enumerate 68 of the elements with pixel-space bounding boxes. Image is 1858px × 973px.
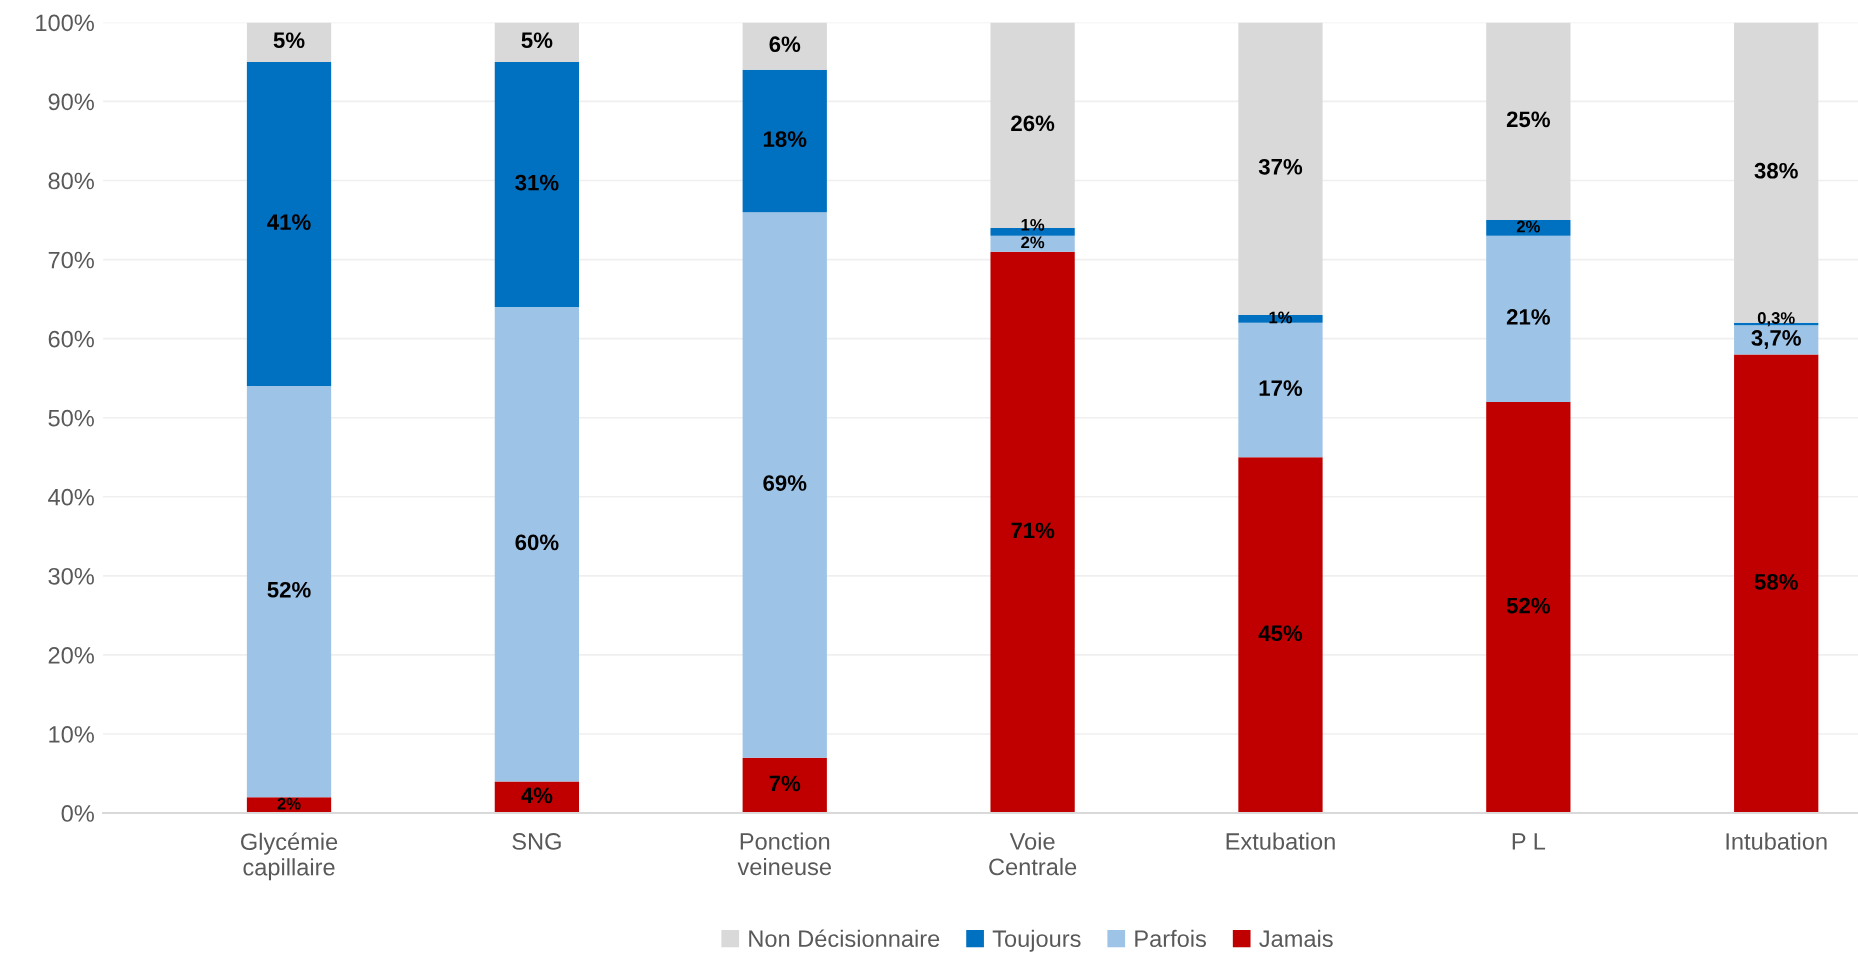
data-label: 38%	[1754, 162, 1798, 179]
bar	[246, 22, 332, 62]
y-tick-label: 100%	[36, 14, 94, 32]
data-label: 4%	[521, 787, 553, 804]
legend-label: Toujours	[992, 929, 1081, 952]
data-label: 31%	[515, 174, 559, 191]
x-tick-label: Voie Centrale	[989, 832, 1077, 876]
y-tick-label: 40%	[48, 488, 94, 506]
y-tick-label: 10%	[49, 726, 94, 743]
bar	[990, 235, 1075, 252]
data-label: 25%	[1506, 111, 1550, 128]
x-tick-label: Intubation	[1726, 832, 1827, 850]
bar	[742, 212, 827, 758]
data-label: 7%	[769, 775, 801, 792]
data-label: 2%	[1516, 220, 1540, 233]
bar	[742, 22, 827, 70]
bar	[1486, 235, 1571, 402]
bar	[246, 61, 332, 387]
data-label: 17%	[1259, 380, 1303, 396]
y-tick-label: 80%	[48, 172, 94, 190]
data-label: 2%	[277, 797, 301, 810]
y-tick-label: 70%	[48, 251, 94, 269]
bar	[742, 757, 827, 814]
y-tick-label: 20%	[48, 646, 94, 664]
bar	[742, 69, 827, 213]
data-label: 41%	[267, 214, 311, 230]
y-tick-label: 50%	[48, 409, 94, 427]
legend-label: Parfois	[1135, 929, 1206, 948]
bar	[1486, 401, 1571, 814]
bar	[990, 251, 1075, 814]
data-label: 71%	[1011, 522, 1055, 539]
bar	[494, 781, 580, 814]
data-label: 3,7%	[1751, 330, 1801, 350]
data-label: 37%	[1258, 158, 1303, 175]
y-tick-label: 0%	[61, 805, 94, 822]
data-label: 5%	[521, 32, 553, 49]
bar	[494, 307, 580, 782]
data-label: 45%	[1258, 625, 1303, 642]
bar	[1486, 220, 1571, 236]
data-label: 2%	[1021, 236, 1045, 249]
legend-label: Non Décisionnaire	[749, 929, 940, 948]
data-label: 60%	[515, 534, 559, 551]
y-tick-label: 60%	[48, 330, 94, 348]
x-tick-label: P L	[1512, 833, 1546, 850]
y-tick-label: 30%	[48, 567, 94, 585]
data-label: 21%	[1506, 309, 1550, 325]
legend-label: Jamais	[1259, 929, 1333, 948]
data-label: 52%	[1506, 597, 1550, 614]
data-label: 69%	[763, 475, 807, 491]
bar	[1238, 457, 1323, 814]
x-tick-label: Glycémie capillaire	[241, 832, 338, 881]
data-label: 26%	[1011, 115, 1055, 132]
bar	[1734, 354, 1819, 814]
data-label: 58%	[1754, 573, 1798, 590]
bar	[494, 61, 580, 308]
x-tick-label: Extubation	[1226, 832, 1335, 850]
bar	[1486, 22, 1571, 221]
bar	[494, 22, 580, 62]
y-tick-label: 90%	[48, 93, 94, 111]
data-label: 18%	[763, 131, 807, 147]
x-tick-label: SNG	[512, 833, 561, 850]
data-label: 5%	[273, 32, 305, 49]
x-tick-label: Ponction veineuse	[737, 832, 831, 876]
bar	[1238, 322, 1323, 458]
data-label: 6%	[769, 36, 801, 53]
data-label: 1%	[1269, 311, 1293, 324]
bar	[246, 386, 332, 798]
data-label: 52%	[267, 581, 311, 598]
